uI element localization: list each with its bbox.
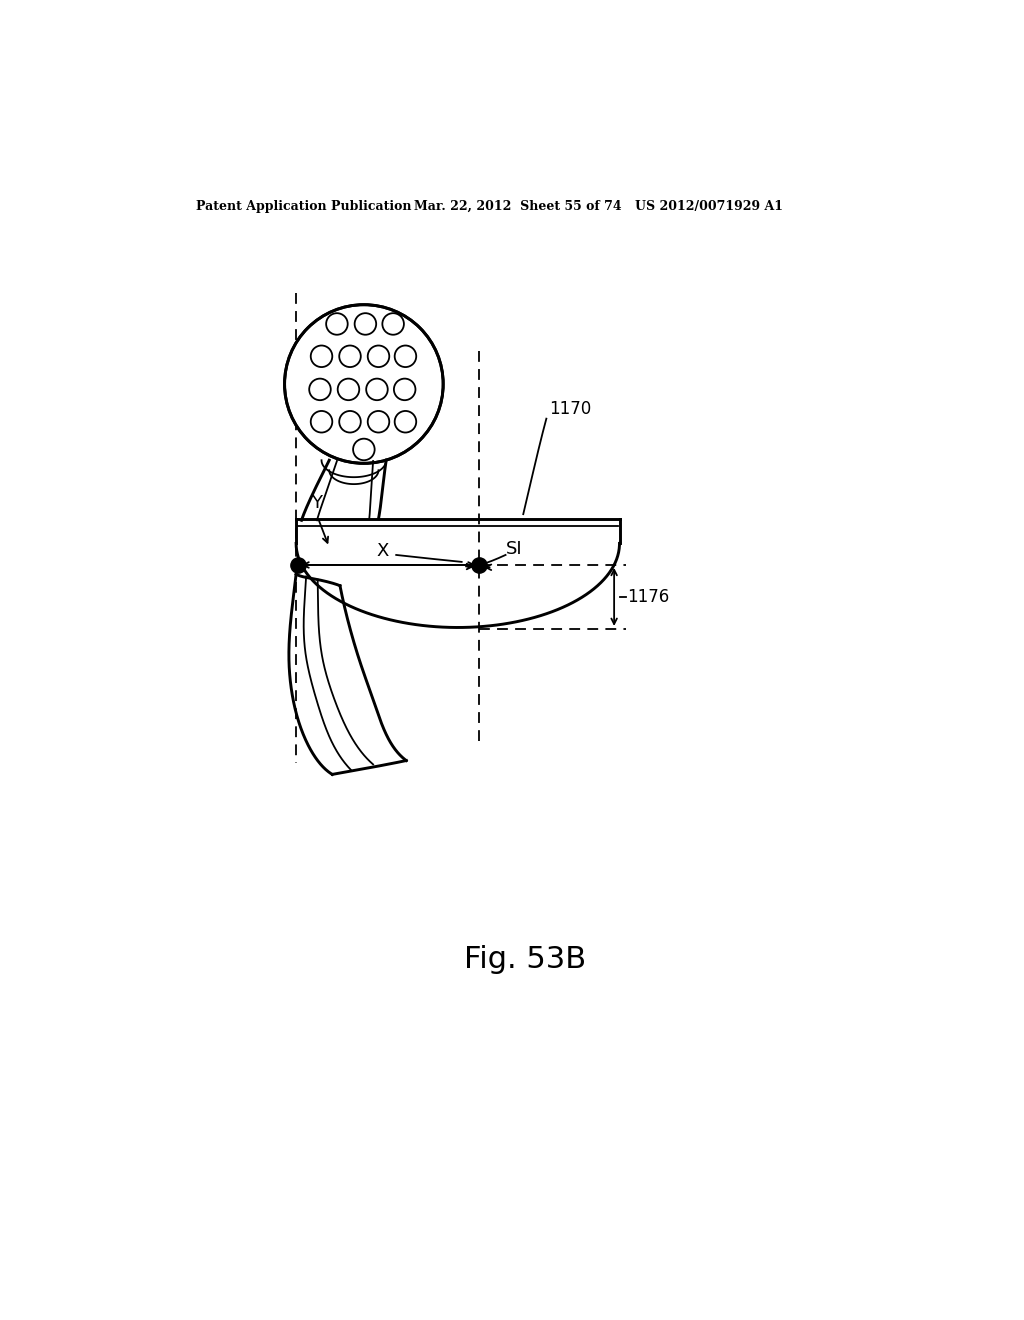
Circle shape bbox=[367, 379, 388, 400]
Circle shape bbox=[338, 379, 359, 400]
Circle shape bbox=[339, 346, 360, 367]
Text: US 2012/0071929 A1: US 2012/0071929 A1 bbox=[635, 199, 783, 213]
Circle shape bbox=[394, 346, 416, 367]
Circle shape bbox=[285, 305, 443, 463]
Text: X: X bbox=[377, 543, 389, 560]
Circle shape bbox=[339, 411, 360, 433]
Circle shape bbox=[354, 313, 376, 335]
Circle shape bbox=[310, 411, 333, 433]
Text: Fig. 53B: Fig. 53B bbox=[464, 945, 586, 974]
Circle shape bbox=[382, 313, 403, 335]
Text: Y: Y bbox=[310, 495, 322, 512]
Text: 1176: 1176 bbox=[628, 589, 670, 606]
Text: SI: SI bbox=[506, 540, 523, 558]
Circle shape bbox=[326, 313, 348, 335]
Circle shape bbox=[394, 411, 416, 433]
Text: Patent Application Publication: Patent Application Publication bbox=[196, 199, 412, 213]
Circle shape bbox=[353, 438, 375, 461]
Text: Mar. 22, 2012  Sheet 55 of 74: Mar. 22, 2012 Sheet 55 of 74 bbox=[414, 199, 622, 213]
Circle shape bbox=[368, 346, 389, 367]
Circle shape bbox=[309, 379, 331, 400]
Circle shape bbox=[368, 411, 389, 433]
Text: 1170: 1170 bbox=[549, 400, 591, 417]
Circle shape bbox=[394, 379, 416, 400]
Circle shape bbox=[310, 346, 333, 367]
